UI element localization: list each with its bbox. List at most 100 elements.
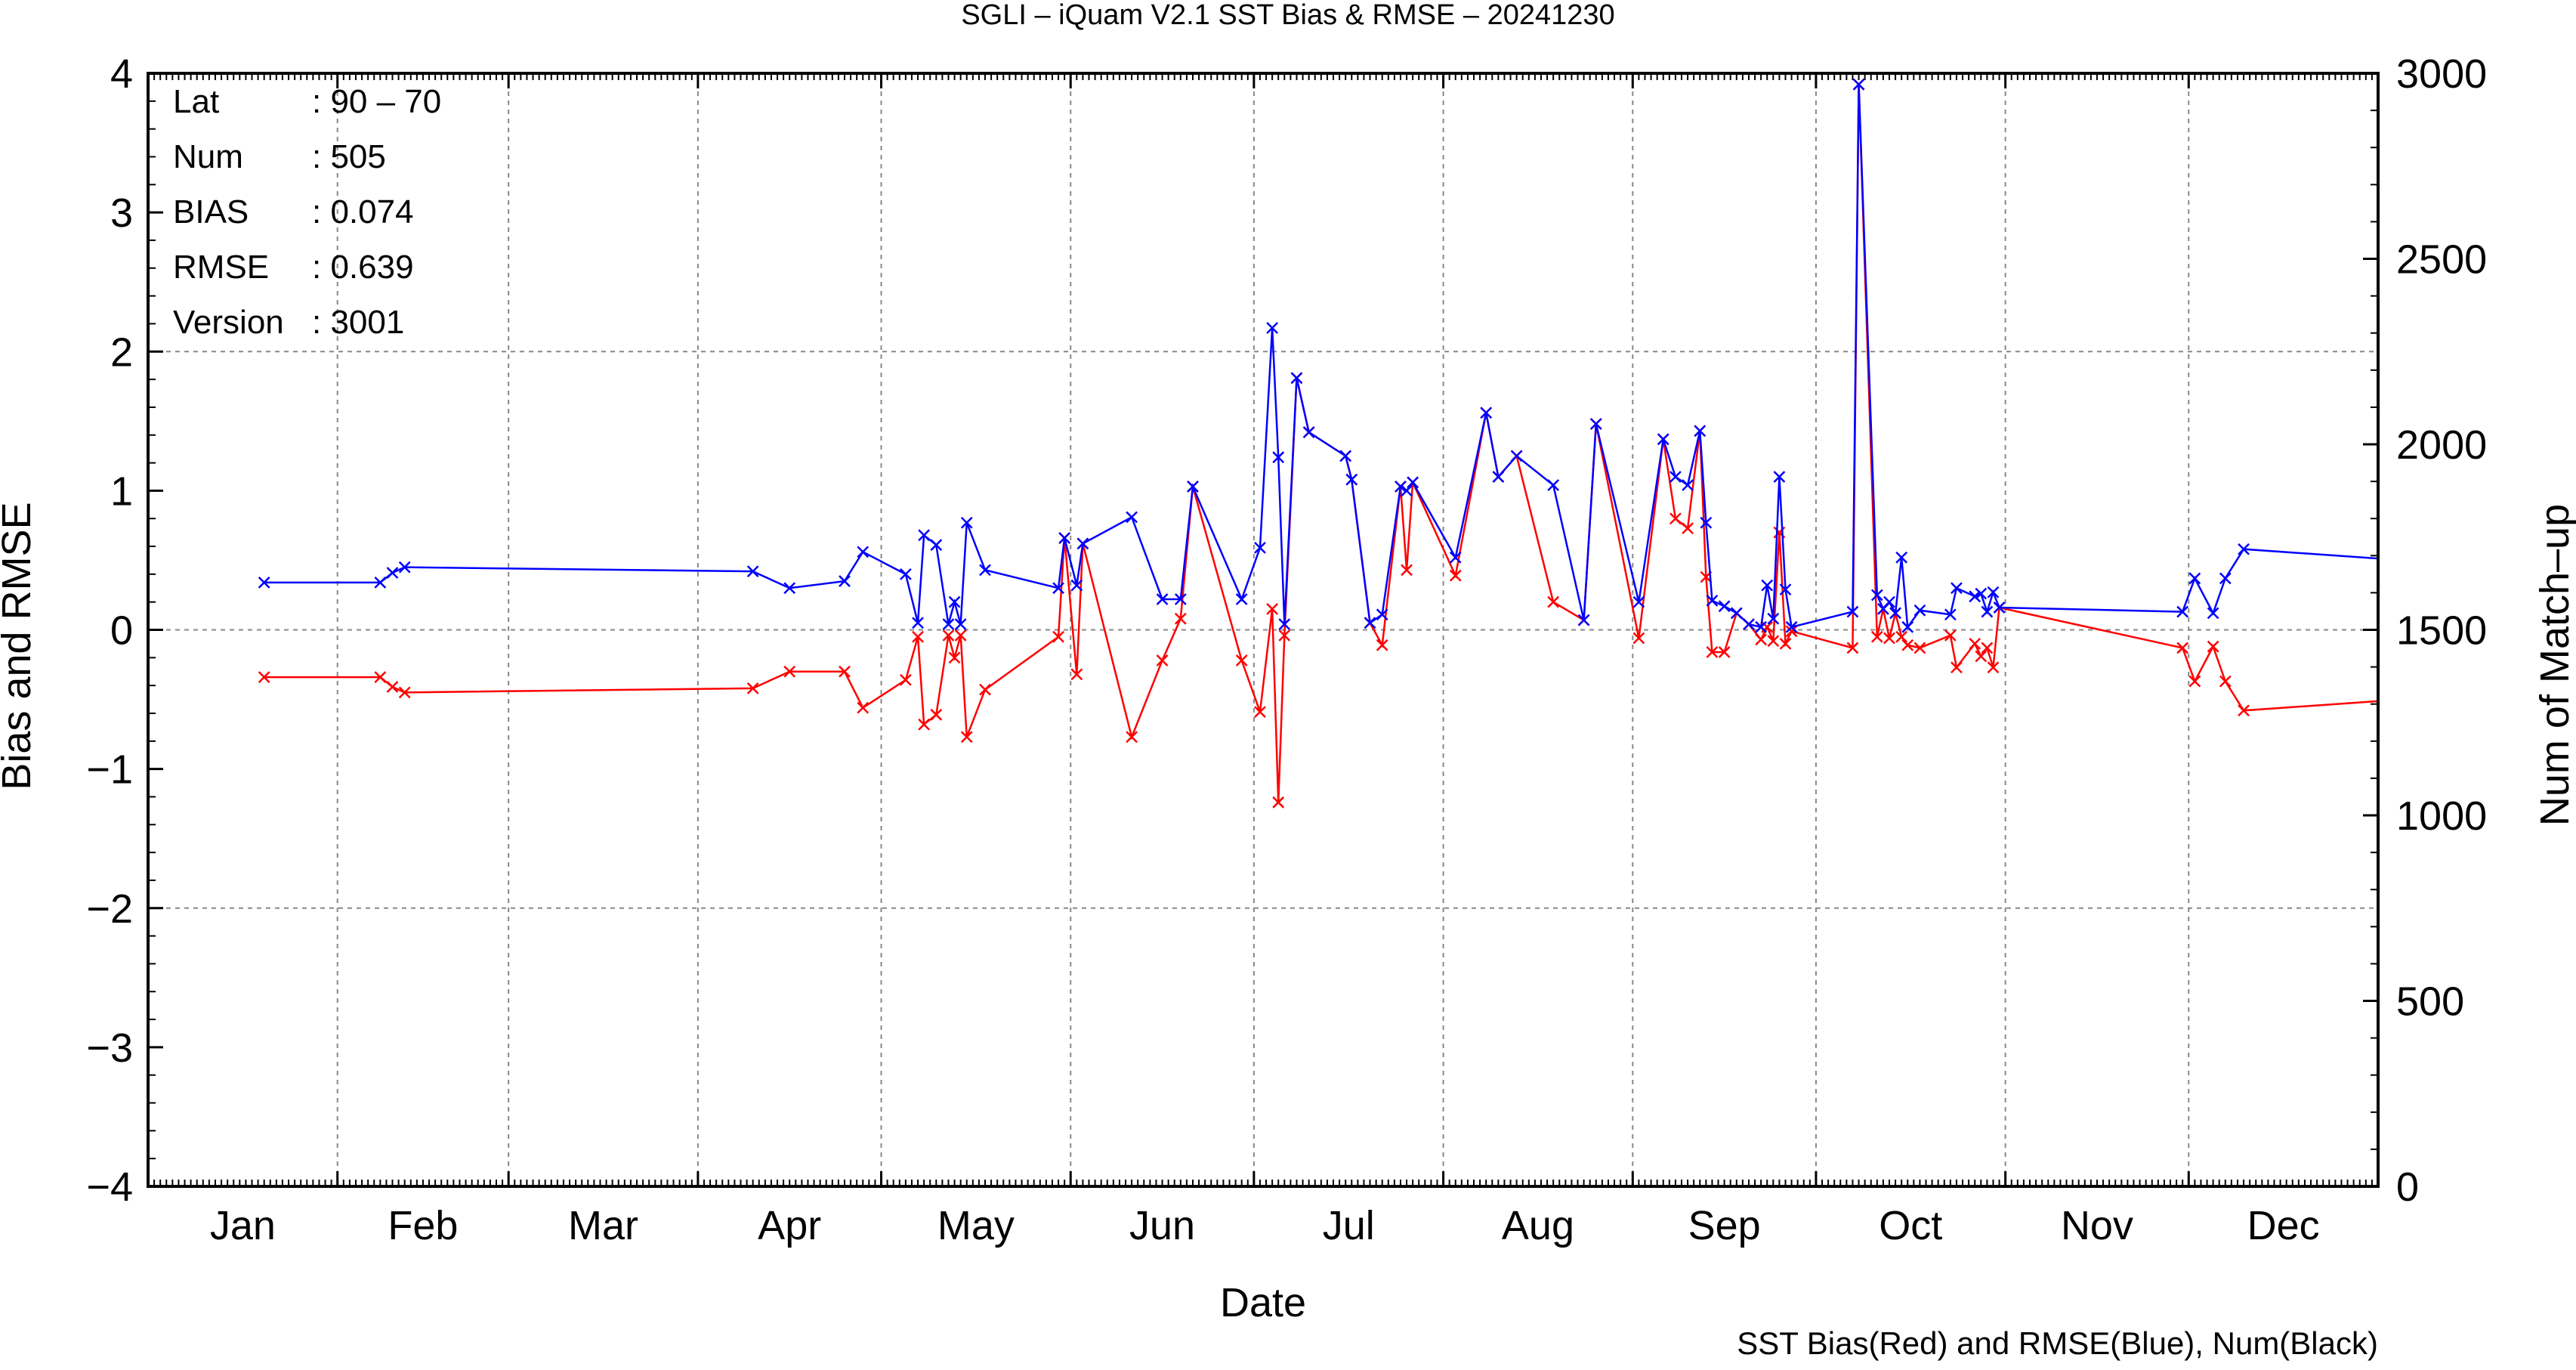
bias-point: [1779, 638, 1792, 650]
bias-point: [1449, 569, 1462, 582]
rmse-point: [1870, 589, 1883, 602]
rmse-point: [857, 546, 869, 558]
bias-point: [1785, 625, 1798, 638]
bias-point: [1951, 661, 1963, 674]
bias-point: [1376, 639, 1388, 651]
bias-point: [1235, 654, 1248, 666]
bias-point: [1126, 731, 1138, 744]
rmse-point: [1254, 541, 1266, 554]
y-tick-label: −1: [86, 747, 133, 793]
rmse-point: [2207, 607, 2219, 620]
x-tick-label: Aug: [1502, 1203, 1574, 1248]
rmse-point: [1187, 480, 1199, 493]
bias-point: [954, 629, 967, 642]
rmse-point: [386, 567, 399, 579]
y-axis-label: Bias and RMSE: [0, 502, 39, 790]
rmse-point: [1345, 473, 1358, 486]
info-key: Lat: [173, 83, 219, 120]
rmse-point: [942, 618, 955, 631]
rmse-point: [1993, 602, 2006, 614]
legend-footer: SST Bias(Red) and RMSE(Blue), Num(Black): [1737, 1325, 2378, 1361]
rmse-point: [1694, 425, 1707, 438]
rmse-point: [1718, 600, 1731, 613]
rmse-point: [1951, 582, 1963, 595]
bias-point: [1401, 564, 1413, 577]
y-tick-label: −2: [86, 886, 133, 932]
rmse-point: [398, 561, 411, 574]
bias-point: [2238, 704, 2250, 717]
info-key: Num: [173, 138, 243, 175]
rmse-point: [912, 617, 924, 629]
rmse-point: [1058, 532, 1071, 544]
y2-tick-label: 1000: [2396, 793, 2487, 839]
bias-point: [1254, 706, 1266, 719]
x-tick-label: Mar: [568, 1203, 638, 1248]
x-tick-label: Sep: [1688, 1203, 1761, 1248]
bias-point: [960, 731, 973, 744]
x-tick-label: May: [937, 1203, 1015, 1248]
rmse-point: [746, 565, 759, 578]
y-tick-label: 2: [110, 329, 133, 375]
bias-point: [2207, 640, 2219, 653]
rmse-point: [1547, 479, 1560, 491]
chart-title: SGLI – iQuam V2.1 SST Bias & RMSE – 2024…: [961, 0, 1614, 31]
rmse-point: [374, 577, 387, 589]
info-key: BIAS: [173, 193, 249, 230]
bias-point: [1632, 632, 1645, 645]
bias-point: [942, 629, 955, 642]
bias-point: [398, 686, 411, 699]
bias-point: [1156, 654, 1169, 666]
rmse-point: [960, 516, 973, 529]
rmse-point: [2188, 572, 2201, 585]
y2-tick-label: 1500: [2396, 608, 2487, 654]
axis-ticks: Jan Feb Mar Apr May Jun Jul Aug Sep Oct Nov Dec −4 −3…: [86, 51, 2487, 1248]
y-tick-label: 0: [110, 608, 133, 654]
rmse-point: [1510, 450, 1523, 462]
rmse-point: [948, 595, 961, 608]
rmse-point: [1278, 618, 1291, 631]
info-key: Version: [173, 304, 284, 341]
y2-tick-label: 3000: [2396, 51, 2487, 97]
rmse-point: [1913, 604, 1926, 617]
bias-point: [1266, 602, 1279, 615]
x-tick-label: Jul: [1323, 1203, 1375, 1248]
rmse-point: [1272, 451, 1285, 464]
bias-point: [1767, 635, 1780, 648]
rmse-point: [2176, 605, 2189, 618]
rmse-point: [979, 564, 991, 577]
rmse-point: [954, 618, 967, 631]
rmse-point: [1730, 607, 1743, 620]
rmse-point: [1407, 476, 1419, 489]
rmse-point: [1589, 418, 1602, 430]
bias-point: [1755, 633, 1768, 646]
rmse-point: [1235, 593, 1248, 605]
info-value: : 90 – 70: [312, 83, 441, 120]
info-key: RMSE: [173, 249, 269, 286]
bias-point: [1846, 642, 1859, 654]
rmse-point: [1174, 593, 1187, 605]
bias-point: [1547, 595, 1560, 608]
y2-tick-label: 2500: [2396, 237, 2487, 283]
info-value: : 3001: [312, 304, 404, 341]
rmse-point: [1577, 614, 1590, 626]
rmse-point: [1126, 511, 1138, 524]
gridlines: [148, 73, 2378, 1186]
rmse-point: [1700, 516, 1713, 529]
rmse-point: [1401, 484, 1413, 497]
rmse-point: [839, 575, 851, 587]
rmse-point: [1895, 551, 1908, 564]
x-tick-label: Nov: [2061, 1203, 2133, 1248]
y-tick-label: 3: [110, 190, 133, 236]
bias-point: [1682, 522, 1694, 534]
bias-point: [1969, 638, 1981, 650]
bias-point: [2219, 675, 2232, 688]
info-value: : 505: [312, 138, 386, 175]
rmse-point: [1449, 551, 1462, 564]
rmse-point: [783, 582, 796, 595]
rmse-point: [1657, 433, 1669, 446]
rmse-point: [1376, 608, 1388, 621]
rmse-line: [264, 84, 2378, 630]
bias-point: [783, 665, 796, 678]
x-tick-label: Apr: [758, 1203, 821, 1248]
bias-point: [1718, 646, 1731, 658]
